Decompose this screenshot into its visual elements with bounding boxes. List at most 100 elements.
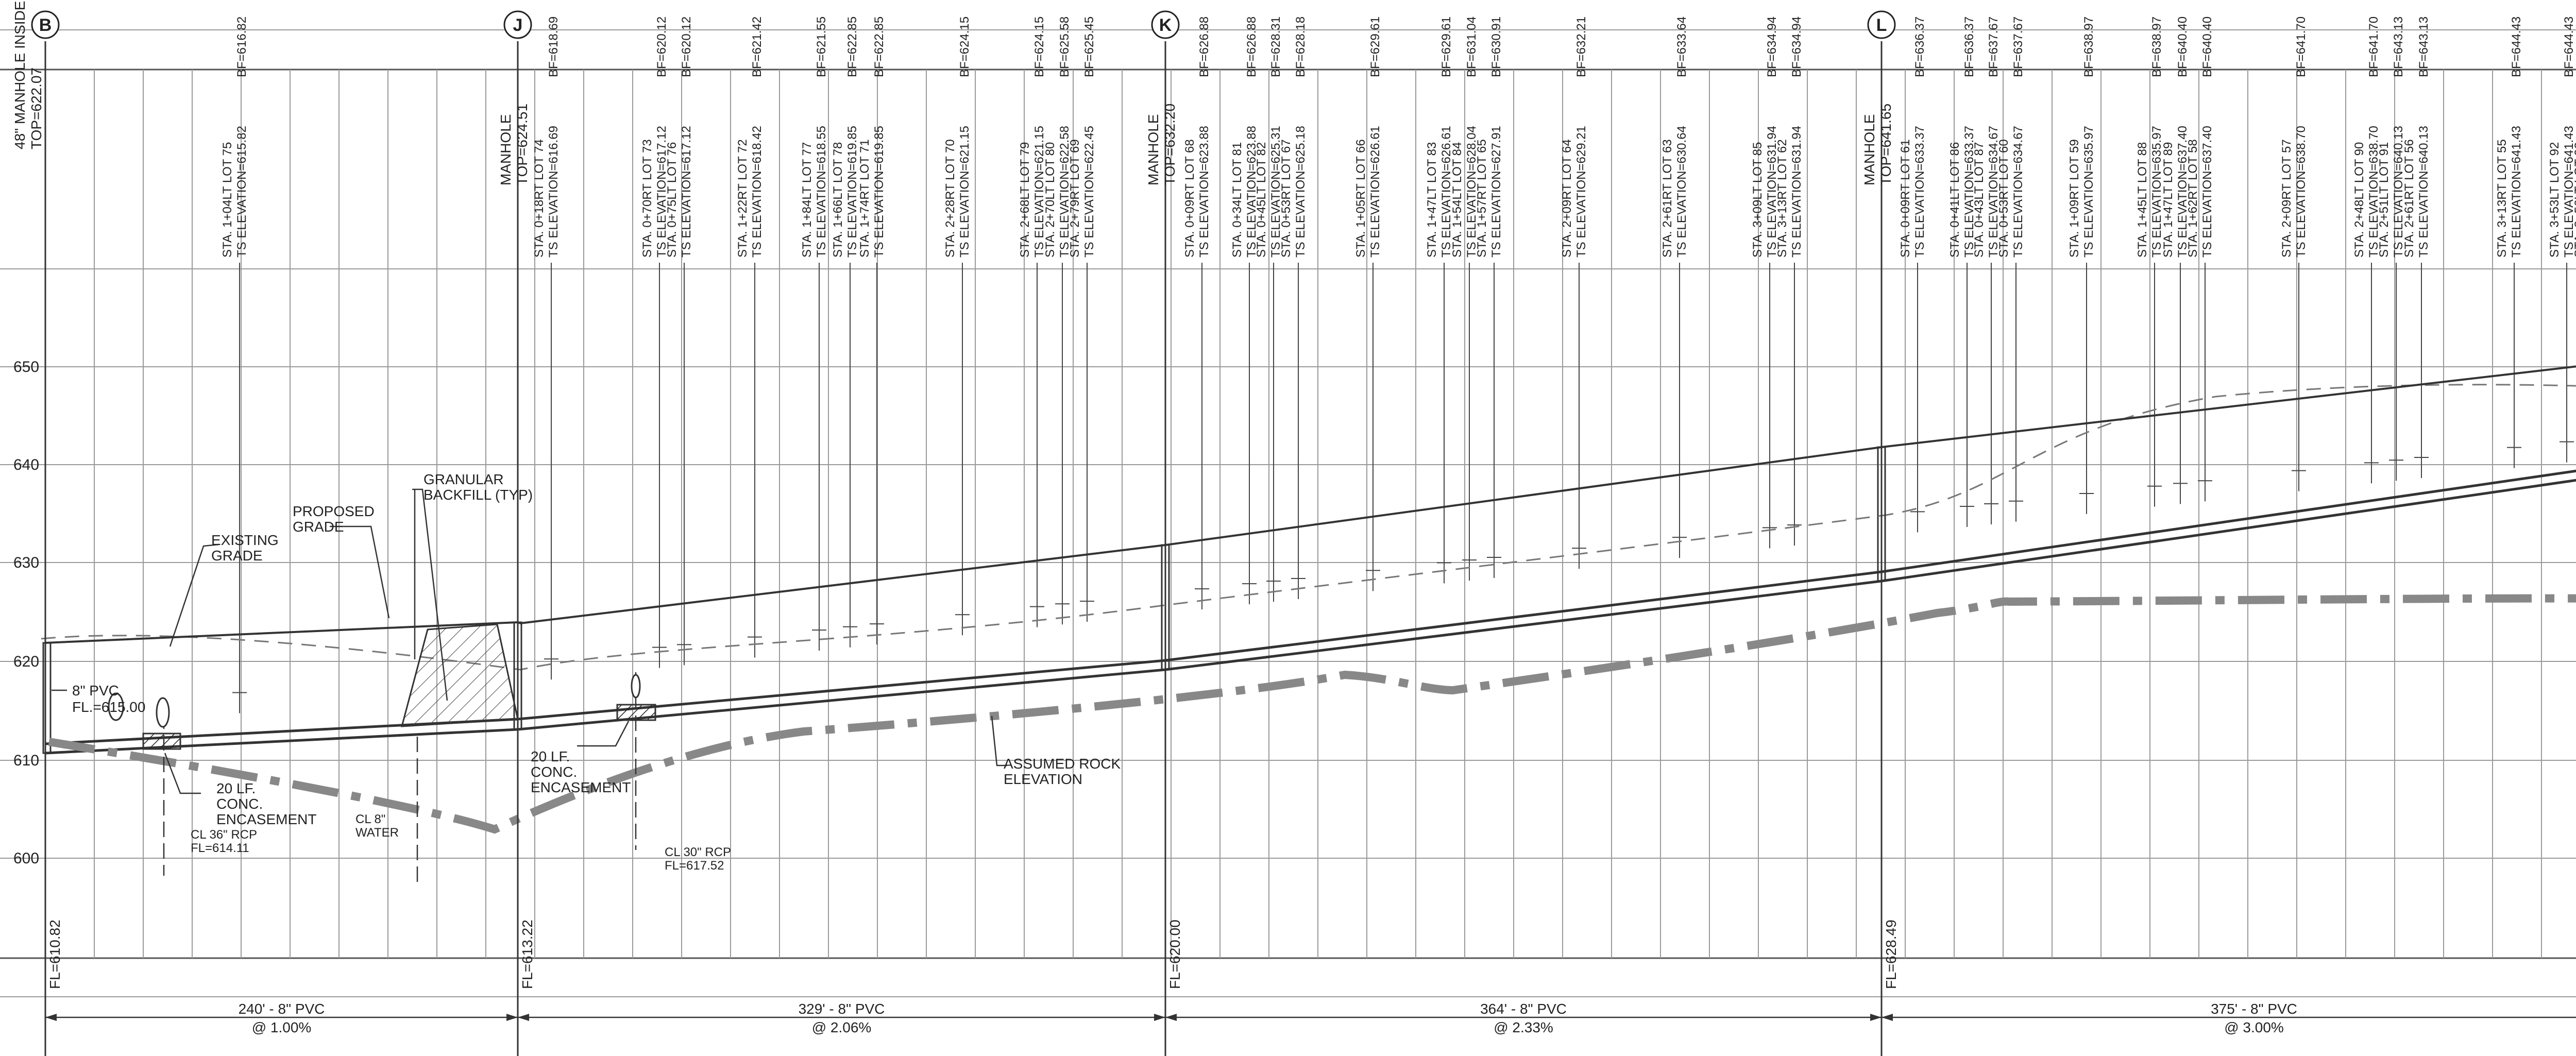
pvc-8-label: 8" PVC xyxy=(72,683,119,699)
service-station-label: STA. 2+51LT LOT 91 xyxy=(2377,142,2391,258)
existing-grade-label-line2: GRADE xyxy=(211,548,263,564)
service-station-label: STA. 2+61RT LOT 56 xyxy=(2402,139,2416,258)
service-connection: STA. 0+53RT LOT 67 TS ELEVATION=625.18 BF… xyxy=(1279,16,1308,599)
service-bf-elevation: BF=636.37 xyxy=(1913,16,1927,77)
service-bf-elevation: BF=625.58 xyxy=(1058,16,1072,77)
encasement-1-label-line3: ENCASEMENT xyxy=(216,811,316,827)
utility-crossings xyxy=(108,672,641,883)
service-bf-elevation: BF=628.18 xyxy=(1294,16,1308,77)
service-bf-elevation: BF=644.43 xyxy=(2562,16,2576,77)
pvc-8-fl-label: FL.=615.00 xyxy=(72,699,145,715)
service-station-label: STA. 0+53RT LOT 60 xyxy=(1997,139,2011,258)
service-ts-elevation: TS ELEVATION=626.61 xyxy=(1439,126,1453,258)
segment-dimension: 375' - 8" PVC @ 3.00% xyxy=(1882,1001,2576,1035)
manhole-note: MANHOLE xyxy=(1861,114,1877,185)
manhole-note: MANHOLE xyxy=(1145,114,1161,185)
service-ts-elevation: TS ELEVATION=623.88 xyxy=(1197,126,1211,258)
service-connection: STA. 1+05RT LOT 66 TS ELEVATION=626.61 BF… xyxy=(1354,16,1382,591)
service-bf-elevation: BF=641.70 xyxy=(2294,16,2308,77)
service-bf-elevation: BF=644.43 xyxy=(2510,16,2523,77)
service-station-label: STA. 1+05RT LOT 66 xyxy=(1354,139,1368,258)
service-bf-elevation: BF=637.67 xyxy=(1987,16,2001,77)
service-station-label: STA. 2+79RT LOT 69 xyxy=(1068,139,1082,258)
manhole-b-barrel xyxy=(42,642,52,754)
encasement-2-label-line3: ENCASEMENT xyxy=(531,779,631,795)
service-ts-elevation: TS ELEVATION=622.58 xyxy=(1058,126,1072,258)
service-bf-elevation: BF=626.88 xyxy=(1197,16,1211,77)
service-ts-elevation: TS ELEVATION=628.04 xyxy=(1465,126,1479,258)
service-ts-elevation: TS ELEVATION=618.42 xyxy=(750,126,764,258)
service-station-label: STA. 0+41LT LOT 86 xyxy=(1948,142,1962,258)
service-ts-elevation: TS ELEVATION=625.31 xyxy=(1269,126,1283,258)
proposed-grade-label-line2: GRADE xyxy=(293,519,344,535)
segment-slope-label: @ 3.00% xyxy=(2224,1019,2284,1035)
service-connection: STA. 2+79RT LOT 69 TS ELEVATION=622.45 BF… xyxy=(1068,16,1096,622)
service-bf-elevation: BF=618.69 xyxy=(547,16,561,77)
service-bf-elevation: BF=640.40 xyxy=(2200,16,2214,77)
service-bf-elevation: BF=634.94 xyxy=(1790,16,1804,77)
service-bf-elevation: BF=626.88 xyxy=(1245,16,1259,77)
manhole-flowline: FL=628.49 xyxy=(1883,919,1899,989)
service-ts-elevation: TS ELEVATION=631.94 xyxy=(1765,126,1779,258)
service-connection: STA. 0+75LT LOT 76 TS ELEVATION=617.12 BF… xyxy=(665,16,693,666)
service-station-label: STA. 2+48LT LOT 90 xyxy=(2352,142,2366,258)
assumed-rock-label-line1: ASSUMED ROCK xyxy=(1004,756,1121,772)
elevation-label-left: 620 xyxy=(13,653,39,670)
service-bf-elevation: BF=641.70 xyxy=(2367,16,2381,77)
service-connection: STA. 2+51LT LOT 91 TS ELEVATION=640.13 BF… xyxy=(2377,16,2405,481)
service-ts-elevation: TS ELEVATION=619.85 xyxy=(872,126,886,258)
service-bf-elevation: BF=624.15 xyxy=(1032,16,1046,77)
manhole-flowline: FL=610.82 xyxy=(47,919,63,989)
existing-grade-leader xyxy=(169,543,219,647)
service-ts-elevation: TS ELEVATION=623.88 xyxy=(1245,126,1259,258)
service-station-label: STA. 3+09LT LOT 85 xyxy=(1751,142,1765,258)
service-ts-elevation: TS ELEVATION=640.13 xyxy=(2417,126,2431,258)
service-station-label: STA. 1+47LT LOT 83 xyxy=(1425,142,1439,258)
service-station-label: STA. 1+66LT LOT 78 xyxy=(831,142,845,258)
service-ts-elevation: TS ELEVATION=641.43 xyxy=(2510,126,2523,258)
service-station-label: STA. 2+68LT LOT 79 xyxy=(1018,142,1032,258)
service-bf-elevation: BF=630.91 xyxy=(1489,16,1503,77)
proposed-grade-label-line1: PROPOSED xyxy=(293,503,375,519)
service-connection: STA. 0+41LT LOT 86 TS ELEVATION=633.37 BF… xyxy=(1948,16,1976,527)
segment-length-label: 329' - 8" PVC xyxy=(799,1001,885,1017)
service-bf-elevation: BF=631.04 xyxy=(1465,16,1479,77)
dimension-arrow-right xyxy=(1870,1014,1882,1021)
service-connection: STA. 1+62RT LOT 58 TS ELEVATION=637.40 BF… xyxy=(2186,16,2214,502)
service-station-label: STA. 0+34LT LOT 81 xyxy=(1230,142,1244,258)
rcp-30-label: CL 30" RCP xyxy=(665,845,731,859)
service-ts-elevation: TS ELEVATION=625.18 xyxy=(1294,126,1308,258)
service-ts-elevation: TS ELEVATION=641.43 xyxy=(2562,126,2576,258)
service-station-label: STA. 1+57RT LOT 65 xyxy=(1475,139,1489,258)
service-ts-elevation: TS ELEVATION=629.21 xyxy=(1574,126,1588,258)
rcp-30-section-icon xyxy=(631,674,641,699)
service-connection: STA. 0+53RT LOT 60 TS ELEVATION=634.67 BF… xyxy=(1997,16,2025,522)
station-marker-circle xyxy=(1867,10,1896,39)
station-b: B 48" MANHOLE INSIDE DROP TOP=622.07 FL=610… xyxy=(12,0,63,1056)
service-station-label: STA. 1+09RT LOT 59 xyxy=(2067,139,2081,258)
service-connection: STA. 1+45LT LOT 88 TS ELEVATION=635.97 BF… xyxy=(2136,16,2164,507)
encasement-2-label-line2: CONC. xyxy=(531,764,577,780)
service-ts-elevation: TS ELEVATION=630.64 xyxy=(1675,126,1689,258)
service-connection: STA. 2+70LT LOT 80 TS ELEVATION=622.58 BF… xyxy=(1043,16,1072,625)
service-station-label: STA. 1+54LT LOT 84 xyxy=(1450,142,1464,258)
service-station-label: STA. 2+09RT LOT 64 xyxy=(1560,139,1574,258)
service-connection: STA. 1+54LT LOT 84 TS ELEVATION=628.04 BF… xyxy=(1450,16,1479,581)
manhole-top-elevation: TOP=641.65 xyxy=(1878,104,1894,185)
service-ts-elevation: TS ELEVATION=638.70 xyxy=(2294,126,2308,258)
service-ts-elevation: TS ELEVATION=633.37 xyxy=(1962,126,1976,258)
service-station-label: STA. 0+09RT LOT 61 xyxy=(1899,139,1912,258)
encasement-2-leader xyxy=(577,721,630,747)
segment-dimension: 364' - 8" PVC @ 2.33% xyxy=(1165,1001,1882,1035)
service-station-label: STA. 2+70LT LOT 80 xyxy=(1043,142,1057,258)
service-connections: STA. 1+04LT LOT 75 TS ELEVATION=615.82 BF… xyxy=(221,16,2576,713)
granular-backfill-label-line1: GRANULAR xyxy=(423,471,504,487)
water-8-label-line2: WATER xyxy=(355,826,399,840)
service-station-label: STA. 0+18RT LOT 74 xyxy=(532,139,546,258)
service-ts-elevation: TS ELEVATION=637.40 xyxy=(2176,126,2190,258)
service-station-label: STA. 3+13RT LOT 62 xyxy=(1775,139,1789,258)
service-ts-elevation: TS ELEVATION=615.82 xyxy=(235,126,249,258)
station-id-label: J xyxy=(513,15,523,35)
station-l: L MANHOLE TOP=641.65 FL=628.49 xyxy=(1861,10,1899,1056)
